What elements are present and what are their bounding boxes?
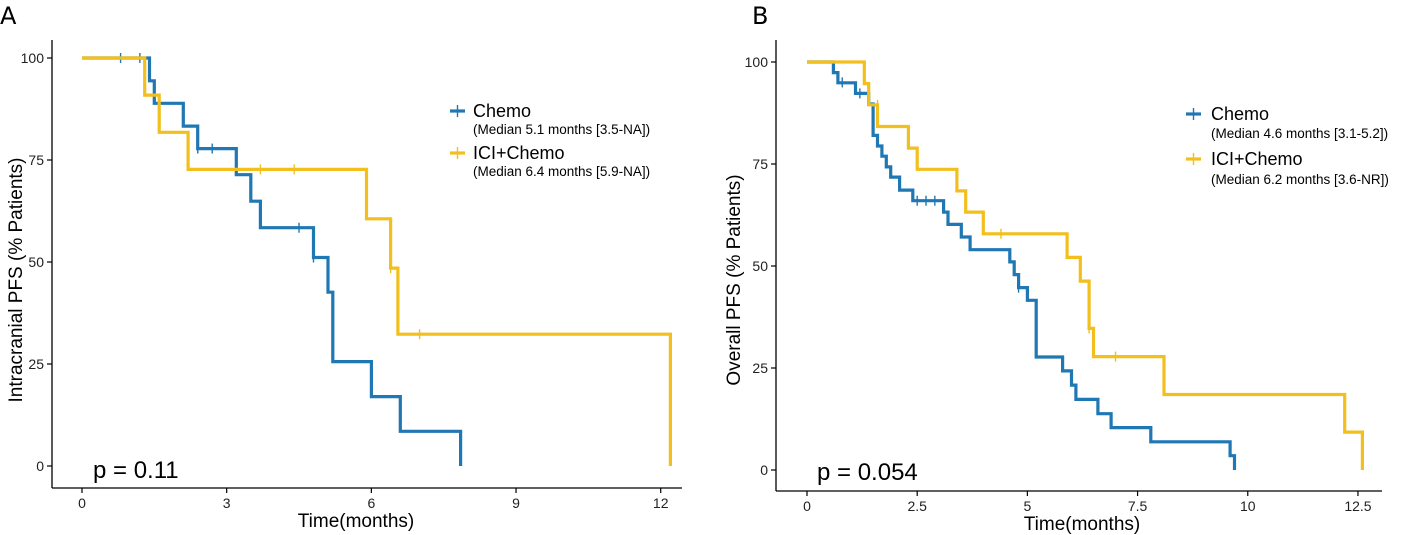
panel-a-legend-chemo-label: Chemo xyxy=(473,101,531,121)
panel-b-series-ici-chemo-line xyxy=(807,60,1364,470)
panel-b-p-value: p = 0.054 xyxy=(817,459,918,486)
panel-a-letter: A xyxy=(0,2,17,30)
panel-b-y-tick-label: 25 xyxy=(752,360,768,376)
panel-b-y-tick-label: 0 xyxy=(760,462,768,478)
panel-a: A Intracranial PFS (% Patients) Time(mon… xyxy=(0,2,682,532)
panel-a-y-tick-label: 50 xyxy=(28,254,44,270)
panel-a-series-ici-chemo-line xyxy=(82,56,672,466)
panel-b-letter: B xyxy=(752,2,768,30)
panel-b-x-tick-label: 12.5 xyxy=(1344,498,1371,514)
panel-b-legend-chemo-median: (Median 4.6 months [3.1-5.2]) xyxy=(1211,126,1388,141)
panel-b-y-tick-label: 50 xyxy=(752,258,768,274)
panel-b-x-tick-label: 0 xyxy=(803,498,811,514)
panel-b: B Overall PFS (% Patients) Time(months) … xyxy=(724,2,1389,535)
panel-a-x-tick-label: 6 xyxy=(367,495,375,511)
panel-a-legend-chemo-median: (Median 5.1 months [3.5-NA]) xyxy=(473,122,650,137)
panel-a-y-tick-label: 0 xyxy=(36,458,44,474)
panel-b-x-tick-label: 10 xyxy=(1240,498,1256,514)
panel-a-y-tick-label: 75 xyxy=(28,152,44,168)
panel-a-x-tick-label: 12 xyxy=(653,495,669,511)
panel-b-x-tick-label: 7.5 xyxy=(1128,498,1148,514)
panel-a-y-tick-label: 100 xyxy=(21,50,45,66)
panel-a-y-tick-label: 25 xyxy=(28,356,44,372)
panel-a-p-value: p = 0.11 xyxy=(93,457,179,484)
panel-b-y-axis-title: Overall PFS (% Patients) xyxy=(724,174,745,385)
panel-b-legend-chemo-label: Chemo xyxy=(1211,104,1269,124)
panel-b-x-tick-label: 2.5 xyxy=(907,498,927,514)
panel-b-x-tick-label: 5 xyxy=(1023,498,1031,514)
panel-b-series-chemo-line xyxy=(807,60,1237,470)
panel-a-x-tick-label: 9 xyxy=(512,495,520,511)
panel-b-x-axis-title: Time(months) xyxy=(1024,514,1140,535)
panel-b-legend-ici-median: (Median 6.2 months [3.6-NR]) xyxy=(1211,172,1389,187)
panel-a-y-axis-title: Intracranial PFS (% Patients) xyxy=(6,158,27,403)
panel-a-x-tick-label: 3 xyxy=(223,495,231,511)
panel-a-legend-ici-median: (Median 6.4 months [5.9-NA]) xyxy=(473,164,650,179)
panel-b-y-tick-label: 100 xyxy=(745,54,769,70)
panel-b-legend: Chemo (Median 4.6 months [3.1-5.2]) ICI+… xyxy=(1186,104,1389,187)
panel-a-x-tick-label: 0 xyxy=(78,495,86,511)
panel-b-y-tick-label: 75 xyxy=(752,156,768,172)
panel-a-legend: Chemo (Median 5.1 months [3.5-NA]) ICI+C… xyxy=(450,101,650,179)
panel-a-x-axis-title: Time(months) xyxy=(298,511,414,532)
panel-b-legend-ici-label: ICI+Chemo xyxy=(1211,149,1303,169)
panel-a-legend-ici-label: ICI+Chemo xyxy=(473,143,565,163)
panel-a-series-chemo-line xyxy=(82,56,463,466)
